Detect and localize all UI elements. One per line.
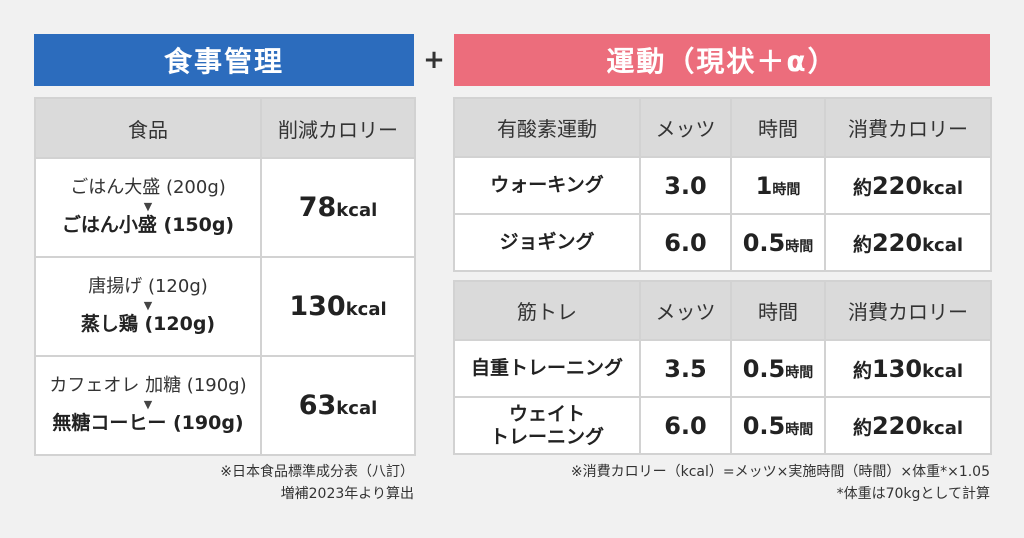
aerobic-exercise-table: 有酸素運動 メッツ 時間 消費カロリー ウォーキング 3.0 1時間 約220k…	[453, 97, 992, 272]
table-row: 自重トレーニング 3.5 0.5時間 約130kcal	[453, 339, 992, 398]
approx-prefix: 約	[852, 359, 872, 382]
calorie-unit: kcal	[922, 360, 964, 382]
time-cell: 1時間	[730, 156, 826, 215]
table-row: ジョギング 6.0 0.5時間 約220kcal	[453, 213, 992, 272]
calorie-formula-note: ※消費カロリー（kcal）=メッツ×実施時間（時間）×体重*×1.05 *体重は…	[571, 462, 990, 505]
mets-value: 3.5	[639, 339, 732, 398]
time-unit: 時間	[785, 364, 814, 381]
calorie-value: 130	[289, 291, 346, 322]
time-cell: 0.5時間	[730, 213, 826, 272]
burned-calorie-header: 消費カロリー	[824, 97, 992, 158]
food-before: 唐揚げ (120g)	[88, 276, 208, 298]
exercise-name-line1: 自重トレーニング	[470, 357, 623, 380]
food-before: カフェオレ 加糖 (190g)	[49, 375, 247, 397]
calorie-unit: kcal	[345, 299, 387, 320]
table-row: ウェイト トレーニング 6.0 0.5時間 約220kcal	[453, 396, 992, 455]
food-swap-cell: カフェオレ 加糖 (190g) ▼ 無糖コーヒー (190g)	[34, 355, 262, 456]
burned-calorie-cell: 約220kcal	[824, 156, 992, 215]
mets-value: 6.0	[639, 396, 732, 455]
mets-value: 3.0	[639, 156, 732, 215]
calorie-unit: kcal	[922, 234, 964, 256]
time-cell: 0.5時間	[730, 396, 826, 455]
burned-calorie-cell: 約220kcal	[824, 396, 992, 455]
strength-training-table: 筋トレ メッツ 時間 消費カロリー 自重トレーニング 3.5 0.5時間 約13…	[453, 280, 992, 455]
diet-banner: 食事管理	[34, 34, 414, 86]
approx-prefix: 約	[852, 416, 872, 439]
food-after: ごはん小盛 (150g)	[61, 213, 235, 236]
calorie-value: 220	[871, 228, 923, 257]
reduced-calorie-cell: 78kcal	[260, 157, 416, 258]
exercise-name: ウェイト トレーニング	[453, 396, 641, 455]
approx-prefix: 約	[852, 176, 872, 199]
note-line: ※日本食品標準成分表（八訂）	[220, 464, 414, 480]
exercise-name: ウォーキング	[453, 156, 641, 215]
time-header: 時間	[730, 280, 826, 341]
table-row: ウォーキング 3.0 1時間 約220kcal	[453, 156, 992, 215]
down-arrow-icon: ▼	[143, 200, 153, 214]
reduced-calorie-header: 削減カロリー	[260, 97, 416, 159]
exercise-name: ジョギング	[453, 213, 641, 272]
burned-calorie-header: 消費カロリー	[824, 280, 992, 341]
time-unit: 時間	[772, 181, 801, 198]
food-calorie-table: 食品 削減カロリー ごはん大盛 (200g) ▼ ごはん小盛 (150g) 78…	[34, 97, 416, 456]
burned-calorie-cell: 約220kcal	[824, 213, 992, 272]
food-header: 食品	[34, 97, 262, 159]
down-arrow-icon: ▼	[143, 398, 153, 412]
calorie-unit: kcal	[922, 177, 964, 199]
exercise-name-line2: トレーニング	[489, 425, 604, 448]
calorie-value: 130	[871, 354, 923, 383]
burned-calorie-cell: 約130kcal	[824, 339, 992, 398]
calorie-value: 220	[871, 171, 923, 200]
food-swap-cell: 唐揚げ (120g) ▼ 蒸し鶏 (120g)	[34, 256, 262, 357]
approx-prefix: 約	[852, 233, 872, 256]
food-source-note: ※日本食品標準成分表（八訂） 増補2023年より算出	[220, 462, 414, 505]
note-line: *体重は70kgとして計算	[836, 485, 990, 502]
table-row: ごはん大盛 (200g) ▼ ごはん小盛 (150g) 78kcal	[34, 157, 416, 258]
exercise-banner: 運動（現状＋α）	[454, 34, 990, 86]
calorie-unit: kcal	[336, 398, 378, 419]
calorie-value: 78	[298, 192, 337, 223]
time-cell: 0.5時間	[730, 339, 826, 398]
table-row: 唐揚げ (120g) ▼ 蒸し鶏 (120g) 130kcal	[34, 256, 416, 357]
reduced-calorie-cell: 130kcal	[260, 256, 416, 357]
mets-header: メッツ	[639, 97, 732, 158]
food-after: 蒸し鶏 (120g)	[80, 312, 216, 335]
food-after: 無糖コーヒー (190g)	[52, 411, 244, 434]
calorie-unit: kcal	[922, 417, 964, 439]
time-value: 0.5	[742, 228, 786, 257]
time-value: 0.5	[742, 411, 786, 440]
strength-header: 筋トレ	[453, 280, 641, 341]
exercise-name: 自重トレーニング	[453, 339, 641, 398]
food-swap-cell: ごはん大盛 (200g) ▼ ごはん小盛 (150g)	[34, 157, 262, 258]
time-unit: 時間	[785, 421, 814, 438]
time-value: 0.5	[742, 354, 786, 383]
note-line: ※消費カロリー（kcal）=メッツ×実施時間（時間）×体重*×1.05	[570, 464, 990, 480]
note-line: 増補2023年より算出	[280, 485, 414, 502]
down-arrow-icon: ▼	[143, 299, 153, 313]
calorie-value: 220	[871, 411, 923, 440]
mets-value: 6.0	[639, 213, 732, 272]
time-unit: 時間	[785, 238, 814, 255]
aerobic-header: 有酸素運動	[453, 97, 641, 158]
mets-header: メッツ	[639, 280, 732, 341]
calorie-value: 63	[298, 390, 337, 421]
calorie-unit: kcal	[336, 200, 378, 221]
exercise-name-line1: ウェイト	[508, 402, 585, 425]
table-row: カフェオレ 加糖 (190g) ▼ 無糖コーヒー (190g) 63kcal	[34, 355, 416, 456]
reduced-calorie-cell: 63kcal	[260, 355, 416, 456]
plus-sign: +	[423, 45, 445, 75]
time-header: 時間	[730, 97, 826, 158]
time-value: 1	[755, 171, 773, 200]
food-before: ごはん大盛 (200g)	[70, 177, 226, 199]
